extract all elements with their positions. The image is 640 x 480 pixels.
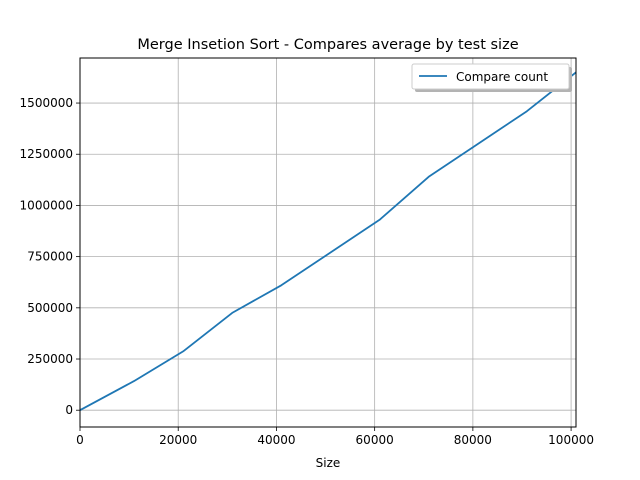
y-tick-label: 500000 <box>27 301 73 315</box>
chart-title: Merge Insetion Sort - Compares average b… <box>137 37 518 53</box>
x-tick-label: 20000 <box>159 433 197 447</box>
legend: Compare count <box>411 63 572 92</box>
y-tick-label: 750000 <box>27 250 73 264</box>
x-tick-label: 0 <box>76 433 84 447</box>
y-tick-label: 1500000 <box>20 96 73 110</box>
x-tick-label: 60000 <box>356 433 394 447</box>
x-tick-label: 100000 <box>548 433 594 447</box>
y-axis: 0 250000 500000 750000 1000000 1250000 1500000 <box>20 96 80 417</box>
y-tick-label: 250000 <box>27 352 73 366</box>
x-axis-label: Size <box>316 456 341 470</box>
legend-box <box>411 63 570 90</box>
y-tick-label: 0 <box>65 403 73 417</box>
series-line <box>80 71 576 411</box>
legend-entry-label: Compare count <box>456 70 548 84</box>
plot-frame <box>79 57 577 428</box>
series-layer <box>80 71 576 411</box>
x-tick-label: 80000 <box>454 433 492 447</box>
x-tick-label: 40000 <box>257 433 295 447</box>
x-axis: 0 20000 40000 60000 80000 100000 <box>76 427 594 447</box>
y-tick-label: 1250000 <box>20 147 73 161</box>
y-tick-label: 1000000 <box>20 198 73 212</box>
grid <box>79 58 576 427</box>
